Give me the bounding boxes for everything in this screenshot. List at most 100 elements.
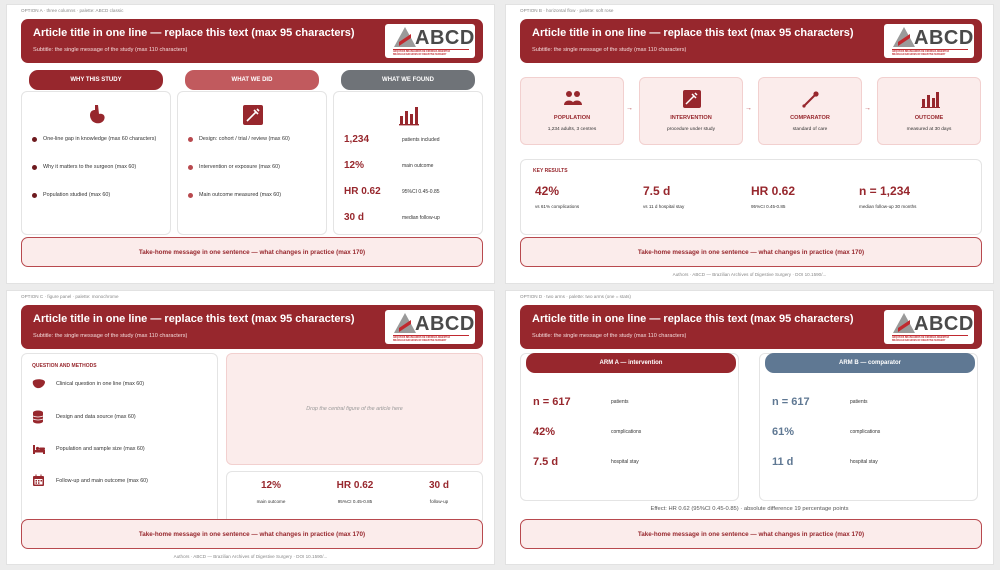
article-subtitle[interactable]: Subtitle: the single message of the stud…: [532, 333, 687, 339]
takehome-message[interactable]: Take-home message in one sentence — what…: [21, 237, 483, 267]
people-icon: [564, 91, 582, 105]
flow-box-title[interactable]: POPULATION: [553, 115, 591, 121]
arm-label[interactable]: patients: [850, 399, 868, 405]
stat-label[interactable]: 95%CI 0.45-0.85: [337, 499, 373, 504]
flow-box-title[interactable]: INTERVENTION: [670, 115, 712, 121]
stat-value[interactable]: 30 d: [428, 480, 449, 491]
logo-text: ABCD: [914, 313, 974, 335]
effect-summary[interactable]: Effect: HR 0.62 (95%CI 0.45-0.85) · abso…: [650, 506, 849, 512]
article-subtitle[interactable]: Subtitle: the single message of the stud…: [33, 47, 188, 53]
arm-value[interactable]: n = 617: [772, 396, 810, 408]
article-subtitle[interactable]: Subtitle: the single message of the stud…: [33, 333, 188, 339]
column-what-we-found: 1,234 patients included 12% main outcome…: [333, 91, 483, 235]
pill-what-we-found[interactable]: WHAT WE FOUND: [341, 70, 475, 90]
arm-b-header[interactable]: ARM B — comparator: [765, 353, 975, 373]
title-banner: Article title in one line — replace this…: [520, 19, 982, 63]
arm-value[interactable]: n = 617: [533, 396, 571, 408]
stomach-icon: [90, 105, 105, 124]
bullet-text[interactable]: Why it matters to the surgeon (max 60): [43, 164, 137, 170]
flow-box-title[interactable]: COMPARATOR: [790, 115, 830, 121]
abcd-logo: ABCD ARQUIVOS BRASILEIROS DE CIRURGIA DI…: [385, 310, 475, 344]
article-title[interactable]: Article title in one line — replace this…: [33, 27, 355, 39]
logo-subtitle-en: BRAZILIAN ARCHIVES OF DIGESTIVE SURGERY: [892, 54, 946, 56]
article-title[interactable]: Article title in one line — replace this…: [532, 27, 854, 39]
key-result-value[interactable]: HR 0.62: [751, 184, 796, 198]
flow-box-sub[interactable]: procedure under study: [667, 127, 715, 132]
article-title[interactable]: Article title in one line — replace this…: [532, 313, 854, 325]
flow-box-sub[interactable]: measured at 30 days: [906, 127, 952, 132]
flow-box-sub[interactable]: 1,234 adults, 3 centres: [547, 127, 597, 132]
qm-item-text[interactable]: Design and data source (max 60): [56, 414, 136, 420]
arm-label[interactable]: complications: [611, 429, 642, 435]
footer-credits: Authors · ABCD — Brazilian Archives of D…: [672, 272, 827, 277]
key-result-value[interactable]: n = 1,234: [859, 184, 911, 198]
arm-label[interactable]: hospital stay: [850, 459, 878, 465]
takehome-message[interactable]: Take-home message in one sentence — what…: [520, 237, 982, 267]
key-result-label[interactable]: vs 11 d hospital stay: [643, 204, 685, 209]
option-label: OPTION D · two arms · palette: two arms …: [520, 294, 631, 299]
option-label: OPTION A · three columns · palette: ABCD…: [21, 8, 124, 13]
stat-label[interactable]: median follow-up: [402, 215, 440, 221]
key-result-value[interactable]: 7.5 d: [643, 184, 671, 198]
logo-triangle-icon: [893, 27, 915, 47]
figure-drop-zone[interactable]: Drop the central figure of the article h…: [226, 353, 483, 465]
bullet-text[interactable]: Main outcome measured (max 60): [199, 192, 282, 198]
takehome-message[interactable]: Take-home message in one sentence — what…: [520, 519, 982, 549]
stat-value[interactable]: 12%: [260, 480, 281, 491]
bullet-text[interactable]: Population studied (max 60): [43, 192, 111, 198]
logo-subtitle-pt: ARQUIVOS BRASILEIROS DE CIRURGIA DIGESTI…: [393, 51, 451, 53]
calendar-icon: [33, 474, 44, 486]
stat-value[interactable]: 30 d: [344, 212, 365, 223]
stat-label[interactable]: main outcome: [402, 163, 434, 169]
pill-why-this-study[interactable]: WHY THIS STUDY: [29, 70, 163, 90]
bullet-dot: [32, 165, 37, 170]
arm-value[interactable]: 11 d: [772, 456, 794, 468]
flow-box-sub[interactable]: standard of care: [792, 127, 828, 132]
arm-label[interactable]: complications: [850, 429, 881, 435]
article-subtitle[interactable]: Subtitle: the single message of the stud…: [532, 47, 687, 53]
key-result-label[interactable]: median follow-up 30 months: [859, 204, 917, 209]
stat-value[interactable]: HR 0.62: [336, 480, 374, 491]
flow-arrow-icon: →: [864, 105, 871, 112]
bullet-text[interactable]: Design: cohort / trial / review (max 60): [199, 136, 290, 142]
stats-row: 12% main outcome HR 0.62 95%CI 0.45-0.85…: [226, 471, 483, 525]
flow-box-title[interactable]: OUTCOME: [914, 115, 944, 121]
takehome-message[interactable]: Take-home message in one sentence — what…: [21, 519, 483, 549]
arm-label[interactable]: hospital stay: [611, 459, 639, 465]
stat-label[interactable]: follow-up: [429, 499, 449, 504]
key-result-label[interactable]: vs 61% complications: [535, 204, 580, 209]
logo-text: ABCD: [914, 27, 974, 49]
qm-item-text[interactable]: Population and sample size (max 60): [56, 446, 145, 452]
arm-a-header[interactable]: ARM A — intervention: [526, 353, 736, 373]
abcd-logo: ABCD ARQUIVOS BRASILEIROS DE CIRURGIA DI…: [884, 310, 974, 344]
arm-value[interactable]: 61%: [772, 426, 795, 438]
stat-value[interactable]: 1,234: [344, 134, 370, 145]
bed-icon: [33, 445, 45, 454]
bullet-text[interactable]: Intervention or exposure (max 60): [199, 164, 280, 170]
arm-value[interactable]: 7.5 d: [533, 456, 559, 468]
stat-value[interactable]: HR 0.62: [344, 186, 381, 197]
logo-triangle-icon: [394, 313, 416, 333]
flow-box-comparator: COMPARATOR standard of care: [758, 77, 862, 145]
stat-label[interactable]: 95%CI 0.45-0.85: [402, 189, 440, 195]
column-why: One-line gap in knowledge (max 60 charac…: [21, 91, 171, 235]
stat-label[interactable]: patients included: [402, 137, 440, 143]
stat-value[interactable]: 12%: [344, 160, 365, 171]
qm-item-text[interactable]: Clinical question in one line (max 60): [56, 381, 145, 387]
logo-subtitle-en: BRAZILIAN ARCHIVES OF DIGESTIVE SURGERY: [393, 340, 447, 342]
logo-text: ABCD: [415, 313, 475, 335]
logo-divider: [892, 49, 968, 50]
stat-label[interactable]: main outcome: [256, 499, 286, 504]
bullet-text[interactable]: One-line gap in knowledge (max 60 charac…: [43, 136, 157, 142]
database-icon: [32, 410, 44, 424]
question-methods-card: QUESTION AND METHODS Clinical question i…: [21, 353, 218, 525]
arm-value[interactable]: 42%: [533, 426, 556, 438]
arm-label[interactable]: patients: [611, 399, 629, 405]
key-result-value[interactable]: 42%: [535, 184, 560, 198]
qm-item-text[interactable]: Follow-up and main outcome (max 60): [56, 478, 148, 484]
key-result-label[interactable]: 95%CI 0.45-0.85: [751, 204, 786, 209]
flow-box-outcome: OUTCOME measured at 30 days: [877, 77, 981, 145]
article-title[interactable]: Article title in one line — replace this…: [33, 313, 355, 325]
pill-what-we-did[interactable]: WHAT WE DID: [185, 70, 319, 90]
option-label: OPTION B · horizontal flow · palette: so…: [520, 8, 614, 13]
